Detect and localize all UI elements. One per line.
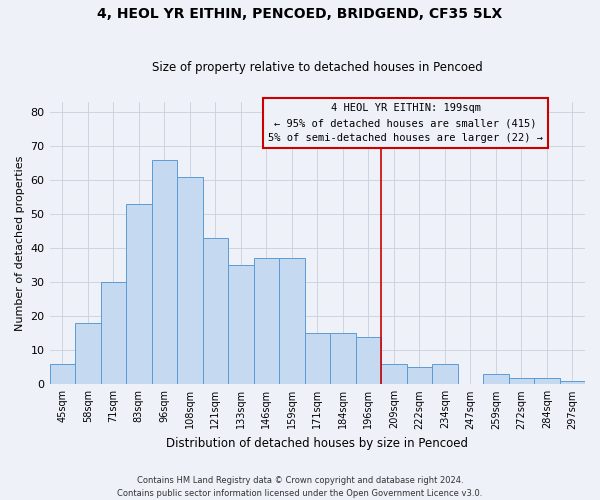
Bar (152, 160, 177, 384)
Bar (305, 334, 330, 384)
Bar (330, 334, 356, 384)
Bar (560, 381, 585, 384)
Bar (50, 364, 75, 384)
Bar (279, 258, 305, 384)
Bar (126, 204, 152, 384)
Bar (101, 282, 126, 384)
Bar (356, 336, 381, 384)
Bar (254, 258, 279, 384)
Bar (203, 238, 228, 384)
Bar (483, 374, 509, 384)
Y-axis label: Number of detached properties: Number of detached properties (15, 156, 25, 331)
Bar (381, 364, 407, 384)
Bar (534, 378, 560, 384)
Bar (407, 368, 432, 384)
X-axis label: Distribution of detached houses by size in Pencoed: Distribution of detached houses by size … (166, 437, 468, 450)
Text: 4 HEOL YR EITHIN: 199sqm
← 95% of detached houses are smaller (415)
5% of semi-d: 4 HEOL YR EITHIN: 199sqm ← 95% of detach… (268, 104, 543, 143)
Text: 4, HEOL YR EITHIN, PENCOED, BRIDGEND, CF35 5LX: 4, HEOL YR EITHIN, PENCOED, BRIDGEND, CF… (97, 8, 503, 22)
Title: Size of property relative to detached houses in Pencoed: Size of property relative to detached ho… (152, 62, 482, 74)
Bar (177, 177, 203, 384)
Bar (432, 364, 458, 384)
Bar (75, 323, 101, 384)
Text: Contains HM Land Registry data © Crown copyright and database right 2024.
Contai: Contains HM Land Registry data © Crown c… (118, 476, 482, 498)
Bar (228, 266, 254, 384)
Bar (509, 378, 534, 384)
